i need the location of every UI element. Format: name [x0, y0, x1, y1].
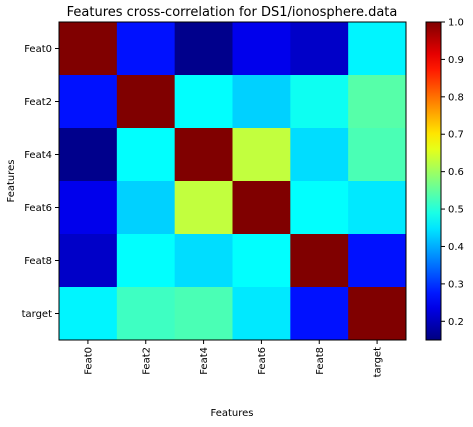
- x-axis-ticks: Feat0 Feat2 Feat4 Feat6 Feat8 target: [83, 340, 384, 377]
- heatmap-cell: [59, 181, 118, 235]
- x-axis-label: Features: [211, 408, 254, 419]
- heatmap-cell: [59, 287, 118, 341]
- colorbar-tick-label: 0.7: [448, 130, 464, 141]
- x-tick-label: Feat2: [141, 347, 152, 375]
- heatmap-cell: [116, 128, 176, 182]
- heatmap-cell: [116, 234, 176, 288]
- heatmap-cell: [59, 75, 118, 129]
- y-tick-label: target: [22, 309, 52, 320]
- x-tick-label: Feat0: [83, 347, 94, 375]
- heatmap-cell: [290, 75, 349, 129]
- y-tick-label: Feat4: [24, 150, 52, 161]
- heatmap-cell: [232, 75, 291, 129]
- colorbar-tick-label: 0.3: [448, 279, 464, 290]
- heatmap-cell: [116, 75, 176, 129]
- heatmap-cell: [174, 75, 233, 129]
- heatmap-cell: [290, 22, 349, 76]
- y-tick-label: Feat2: [24, 97, 52, 108]
- colorbar-tick-label: 0.8: [448, 92, 464, 103]
- y-tick-label: Feat8: [24, 256, 52, 267]
- y-axis-label: Features: [6, 160, 17, 203]
- y-tick-label: Feat0: [24, 44, 52, 55]
- heatmap-cell: [59, 128, 118, 182]
- colorbar-tick-label: 0.2: [448, 317, 464, 328]
- heatmap-cells: [59, 22, 407, 341]
- colorbar-tick-label: 0.5: [448, 205, 464, 216]
- x-tick-label: target: [373, 347, 384, 377]
- heatmap-cell: [174, 287, 233, 341]
- heatmap-cell: [174, 22, 233, 76]
- heatmap-cell: [290, 181, 349, 235]
- x-tick-label: Feat6: [257, 347, 268, 375]
- heatmap-cell: [116, 287, 176, 341]
- heatmap-cell: [348, 22, 407, 76]
- heatmap-cell: [174, 128, 233, 182]
- heatmap-cell: [348, 287, 407, 341]
- heatmap-cell: [290, 128, 349, 182]
- heatmap-cell: [174, 181, 233, 235]
- heatmap-cell: [116, 22, 176, 76]
- heatmap-cell: [232, 234, 291, 288]
- heatmap-cell: [348, 128, 407, 182]
- heatmap-cell: [348, 234, 407, 288]
- heatmap-cell: [59, 22, 118, 76]
- y-tick-label: Feat6: [24, 203, 52, 214]
- colorbar-tick-label: 0.6: [448, 167, 464, 178]
- colorbar-ticks: 0.2 0.3 0.4 0.5 0.6 0.7 0.8 0.9 1.0: [441, 18, 464, 328]
- chart-title: Features cross-correlation for DS1/ionos…: [67, 5, 398, 20]
- heatmap-cell: [232, 22, 291, 76]
- heatmap-cell: [232, 128, 291, 182]
- heatmap-cell: [348, 181, 407, 235]
- y-axis-ticks: Feat0 Feat2 Feat4 Feat6 Feat8 target: [22, 44, 59, 320]
- heatmap-cell: [232, 287, 291, 341]
- heatmap-cell: [116, 181, 176, 235]
- colorbar-tick-label: 0.9: [448, 55, 464, 66]
- colorbar: [425, 21, 442, 341]
- heatmap-cell: [290, 234, 349, 288]
- colorbar-tick-label: 0.4: [448, 242, 464, 253]
- heatmap-cell: [174, 234, 233, 288]
- x-tick-label: Feat8: [315, 347, 326, 375]
- heatmap-cell: [348, 75, 407, 129]
- heatmap-cell: [232, 181, 291, 235]
- colorbar-tick-label: 1.0: [448, 18, 464, 29]
- x-tick-label: Feat4: [199, 347, 210, 375]
- heatmap-cell: [290, 287, 349, 341]
- heatmap-cell: [59, 234, 118, 288]
- plot-frame: [58, 21, 407, 341]
